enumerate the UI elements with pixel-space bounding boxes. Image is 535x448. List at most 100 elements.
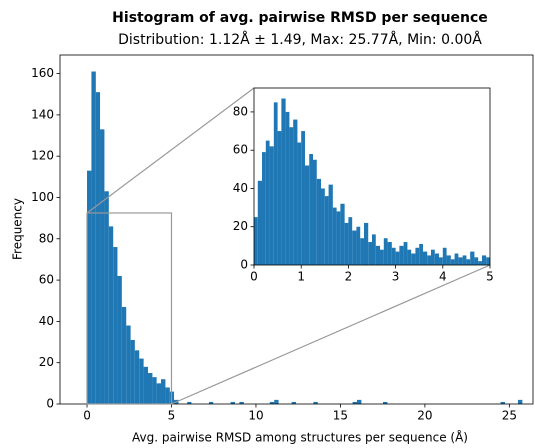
- bar: [91, 71, 96, 404]
- bar: [383, 238, 388, 265]
- x-tick-label: 1: [297, 270, 305, 284]
- y-tick-label: 20: [233, 219, 248, 233]
- axes-frame: [253, 87, 491, 266]
- y-tick-label: 80: [39, 231, 54, 245]
- bar: [446, 255, 451, 265]
- bar: [143, 366, 149, 404]
- bar: [156, 383, 162, 404]
- y-axis-label: Frequency: [11, 198, 25, 260]
- bar: [316, 178, 322, 265]
- bar: [108, 226, 114, 404]
- axes-frame: [59, 54, 534, 405]
- bar: [95, 92, 101, 404]
- bar: [466, 259, 471, 265]
- bar: [87, 170, 92, 404]
- bar: [100, 129, 105, 404]
- x-tick-label: 5: [168, 409, 176, 423]
- bar: [130, 339, 135, 404]
- bar: [474, 257, 479, 265]
- bar: [382, 401, 388, 404]
- bar: [403, 242, 408, 265]
- bar: [348, 217, 353, 265]
- bar: [356, 226, 361, 265]
- bar: [336, 211, 341, 265]
- y-tick-label: 60: [233, 143, 248, 157]
- bar: [293, 119, 298, 266]
- y-tick-label: 60: [39, 273, 54, 287]
- bar: [313, 159, 317, 265]
- bar: [301, 131, 305, 265]
- x-axis-label: Avg. pairwise RMSD among structures per …: [132, 430, 468, 445]
- bar: [328, 184, 333, 265]
- bar: [281, 98, 286, 265]
- y-tick-label: 0: [240, 258, 248, 272]
- bar: [297, 142, 302, 265]
- bar: [239, 401, 244, 404]
- bar: [442, 247, 447, 265]
- x-tick-label: 20: [417, 409, 432, 423]
- bar: [481, 255, 487, 265]
- bar: [273, 102, 278, 265]
- bar: [324, 196, 329, 265]
- x-tick-label: 2: [345, 270, 353, 284]
- x-tick-label: 0: [250, 270, 258, 284]
- bar: [291, 401, 296, 404]
- x-tick-label: 4: [439, 270, 447, 284]
- x-tick-label: 25: [502, 409, 517, 423]
- bar: [277, 131, 282, 265]
- bar: [391, 247, 396, 265]
- bar: [352, 401, 357, 404]
- bar: [454, 253, 459, 265]
- bar: [478, 261, 482, 265]
- x-tick-label: 0: [83, 409, 91, 423]
- bar: [486, 257, 490, 265]
- bar: [368, 242, 372, 265]
- bar: [427, 255, 431, 265]
- bar: [139, 358, 144, 404]
- bar: [161, 379, 166, 404]
- bar: [387, 242, 392, 265]
- bar: [419, 243, 423, 265]
- bar: [262, 152, 266, 265]
- bar: [117, 275, 122, 404]
- bar: [352, 230, 357, 265]
- bar: [148, 373, 153, 404]
- bar: [304, 165, 310, 265]
- bar: [208, 401, 214, 404]
- zoom-connector: [86, 87, 255, 214]
- y-tick-label: 40: [39, 314, 54, 328]
- y-tick-label: 80: [233, 104, 248, 118]
- bar: [399, 245, 404, 265]
- bar: [289, 127, 294, 266]
- y-tick-label: 120: [31, 149, 54, 163]
- bar: [257, 180, 263, 265]
- bar: [321, 188, 325, 265]
- bar: [104, 191, 109, 404]
- bar: [363, 222, 369, 265]
- bar: [254, 217, 258, 265]
- bar: [309, 154, 313, 265]
- bar: [360, 238, 364, 265]
- bar: [450, 259, 455, 265]
- y-tick-label: 100: [31, 190, 54, 204]
- bar: [439, 257, 443, 265]
- zoom-box: [86, 212, 173, 405]
- bar: [269, 146, 274, 265]
- bar: [395, 251, 400, 265]
- bar: [126, 325, 131, 404]
- bar: [113, 247, 118, 404]
- bar: [380, 249, 384, 265]
- bar: [407, 249, 412, 265]
- y-tick-label: 0: [46, 397, 54, 411]
- bar: [134, 350, 140, 404]
- bar: [411, 253, 416, 265]
- zoom-connector: [171, 264, 491, 405]
- y-tick-label: 140: [31, 107, 54, 121]
- bar: [265, 140, 270, 265]
- bar: [274, 399, 279, 404]
- y-tick-label: 40: [233, 181, 248, 195]
- chart-subtitle: Distribution: 1.12Å ± 1.49, Max: 25.77Å,…: [118, 31, 482, 48]
- y-tick-label: 20: [39, 355, 54, 369]
